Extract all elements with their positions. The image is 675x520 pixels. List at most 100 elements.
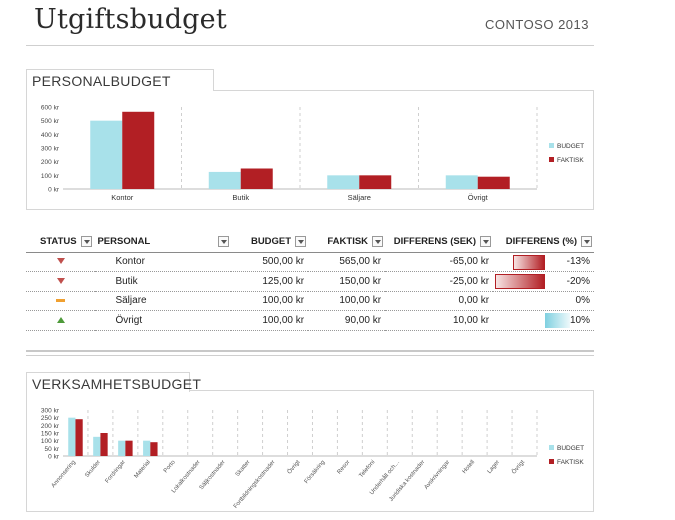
diff-sek-cell: 0,00 kr xyxy=(385,291,494,311)
personal-cell: Övrigt xyxy=(95,310,232,331)
table-row[interactable]: Övrigt 100,00 kr 90,00 kr 10,00 kr 10% xyxy=(26,310,594,331)
diff-sek-filter-dropdown[interactable] xyxy=(480,236,492,248)
y-tick-label: 0 kr xyxy=(48,454,60,461)
company-name: CONTOSO 2013 xyxy=(484,17,589,32)
diff-pct-value: -13% xyxy=(566,256,590,268)
budget-filter-dropdown[interactable] xyxy=(295,236,307,248)
personal-table: STATUS PERSONAL BUDGET FAKTISK DIFFERENS… xyxy=(26,232,594,331)
personal-cell: Säljare xyxy=(95,291,232,311)
bar-faktisk xyxy=(75,419,83,456)
diff-sek-cell: 10,00 kr xyxy=(385,310,494,331)
legend-label-faktisk: FAKTISK xyxy=(557,459,584,466)
section-divider-thin xyxy=(26,355,594,356)
y-tick-label: 0 kr xyxy=(48,187,60,194)
bar-faktisk xyxy=(477,176,510,189)
table-row[interactable]: Butik 125,00 kr 150,00 kr -25,00 kr -20% xyxy=(26,271,594,292)
y-tick-label: 50 kr xyxy=(45,446,60,453)
y-tick-label: 400 kr xyxy=(41,132,60,139)
faktisk-filter-dropdown[interactable] xyxy=(372,236,384,248)
personal-chart: 0 kr 100 kr 200 kr 300 kr 400 kr 500 kr 600 kr… xyxy=(41,105,584,203)
diff-pct-cell: -13% xyxy=(493,252,594,272)
x-category-label: Säljare xyxy=(348,193,371,202)
bar-faktisk xyxy=(122,111,155,189)
bar-faktisk xyxy=(359,175,392,189)
bar-budget xyxy=(90,120,123,189)
legend-swatch-budget xyxy=(549,445,554,450)
diff-pct-value: 10% xyxy=(569,314,590,326)
bar-budget xyxy=(208,171,241,189)
legend-label-budget: BUDGET xyxy=(557,143,584,150)
budget-cell: 125,00 kr xyxy=(231,271,309,292)
y-tick-label: 100 kr xyxy=(41,438,60,445)
column-header-faktisk: FAKTISK xyxy=(308,232,386,253)
table-header-row: STATUS PERSONAL BUDGET FAKTISK DIFFERENS… xyxy=(26,232,594,253)
status-cell xyxy=(26,271,96,292)
diff-pct-value: 0% xyxy=(575,295,590,307)
y-tick-label: 300 kr xyxy=(41,146,60,153)
status-filter-dropdown[interactable] xyxy=(80,236,92,248)
verksamhet-heading: VERKSAMHETSBUDGET xyxy=(26,372,201,392)
bar-budget xyxy=(143,440,151,456)
header-divider xyxy=(26,45,594,46)
personal-chart-panel: 0 kr 100 kr 200 kr 300 kr 400 kr 500 kr 600 kr… xyxy=(26,90,594,210)
personal-filter-dropdown[interactable] xyxy=(218,236,230,248)
up-arrow-icon xyxy=(56,316,65,323)
column-header-status: STATUS xyxy=(26,232,96,253)
x-category-label: Material xyxy=(134,459,152,479)
x-category-label: Avskrivningar xyxy=(424,459,452,490)
diff-sek-cell: -65,00 kr xyxy=(385,252,494,272)
x-category-label: Övrigt xyxy=(286,459,302,476)
x-category-label: Hotell xyxy=(462,459,476,475)
bar-budget xyxy=(327,175,360,189)
x-category-label: Fordringar xyxy=(105,459,127,484)
y-tick-label: 300 kr xyxy=(41,408,60,415)
bar-budget xyxy=(118,440,126,456)
diff-pct-cell: 0% xyxy=(493,291,594,311)
x-category-label: Övrigt xyxy=(468,193,489,202)
bar-budget xyxy=(93,436,101,456)
legend-label-faktisk: FAKTISK xyxy=(557,157,584,164)
budget-cell: 100,00 kr xyxy=(231,310,309,331)
column-header-diff-pct: DIFFERENS (%) xyxy=(493,232,594,253)
faktisk-cell: 100,00 kr xyxy=(308,291,386,311)
x-category-label: Skatter xyxy=(235,459,252,477)
bar-faktisk xyxy=(125,440,133,456)
personal-heading: PERSONALBUDGET xyxy=(26,69,214,91)
legend-label-budget: BUDGET xyxy=(557,445,584,452)
column-header-budget: BUDGET xyxy=(231,232,309,253)
personal-cell: Kontor xyxy=(95,252,232,272)
x-category-label: Skulder xyxy=(84,459,102,478)
down-arrow-icon xyxy=(56,277,65,284)
status-cell xyxy=(26,291,96,311)
x-category-label: Övrigt xyxy=(510,459,526,476)
personal-cell: Butik xyxy=(95,271,232,292)
x-category-label: Säljkostnader xyxy=(199,459,227,491)
column-header-diff-sek: DIFFERENS (SEK) xyxy=(385,232,494,253)
diff-pct-filter-dropdown[interactable] xyxy=(581,236,592,248)
y-tick-label: 250 kr xyxy=(41,415,60,422)
faktisk-cell: 90,00 kr xyxy=(308,310,386,331)
y-tick-label: 200 kr xyxy=(41,159,60,166)
y-tick-label: 100 kr xyxy=(41,173,60,180)
x-category-label: Resor xyxy=(337,459,352,475)
status-cell xyxy=(26,252,96,272)
table-row[interactable]: Säljare 100,00 kr 100,00 kr 0,00 kr 0% xyxy=(26,291,594,311)
legend-swatch-budget xyxy=(549,143,554,148)
budget-cell: 100,00 kr xyxy=(231,291,309,311)
status-cell xyxy=(26,310,96,331)
neutral-dash-icon xyxy=(56,299,66,303)
x-category-label: Butik xyxy=(232,193,249,202)
y-tick-label: 150 kr xyxy=(41,431,60,438)
y-tick-label: 600 kr xyxy=(41,105,60,112)
diff-pct-value: -20% xyxy=(566,275,590,287)
diff-pct-cell: 10% xyxy=(493,310,594,331)
bar-faktisk xyxy=(100,433,108,456)
budget-cell: 500,00 kr xyxy=(231,252,309,272)
verksamhet-chart-panel: 0 kr 50 kr 100 kr 150 kr 200 kr 250 kr 300 kr A… xyxy=(26,390,594,512)
y-tick-label: 500 kr xyxy=(41,118,60,125)
y-tick-label: 200 kr xyxy=(41,423,60,430)
x-category-label: Annonsering xyxy=(51,459,77,489)
x-category-label: Kontor xyxy=(111,193,134,202)
table-row[interactable]: Kontor 500,00 kr 565,00 kr -65,00 kr -13% xyxy=(26,252,594,272)
